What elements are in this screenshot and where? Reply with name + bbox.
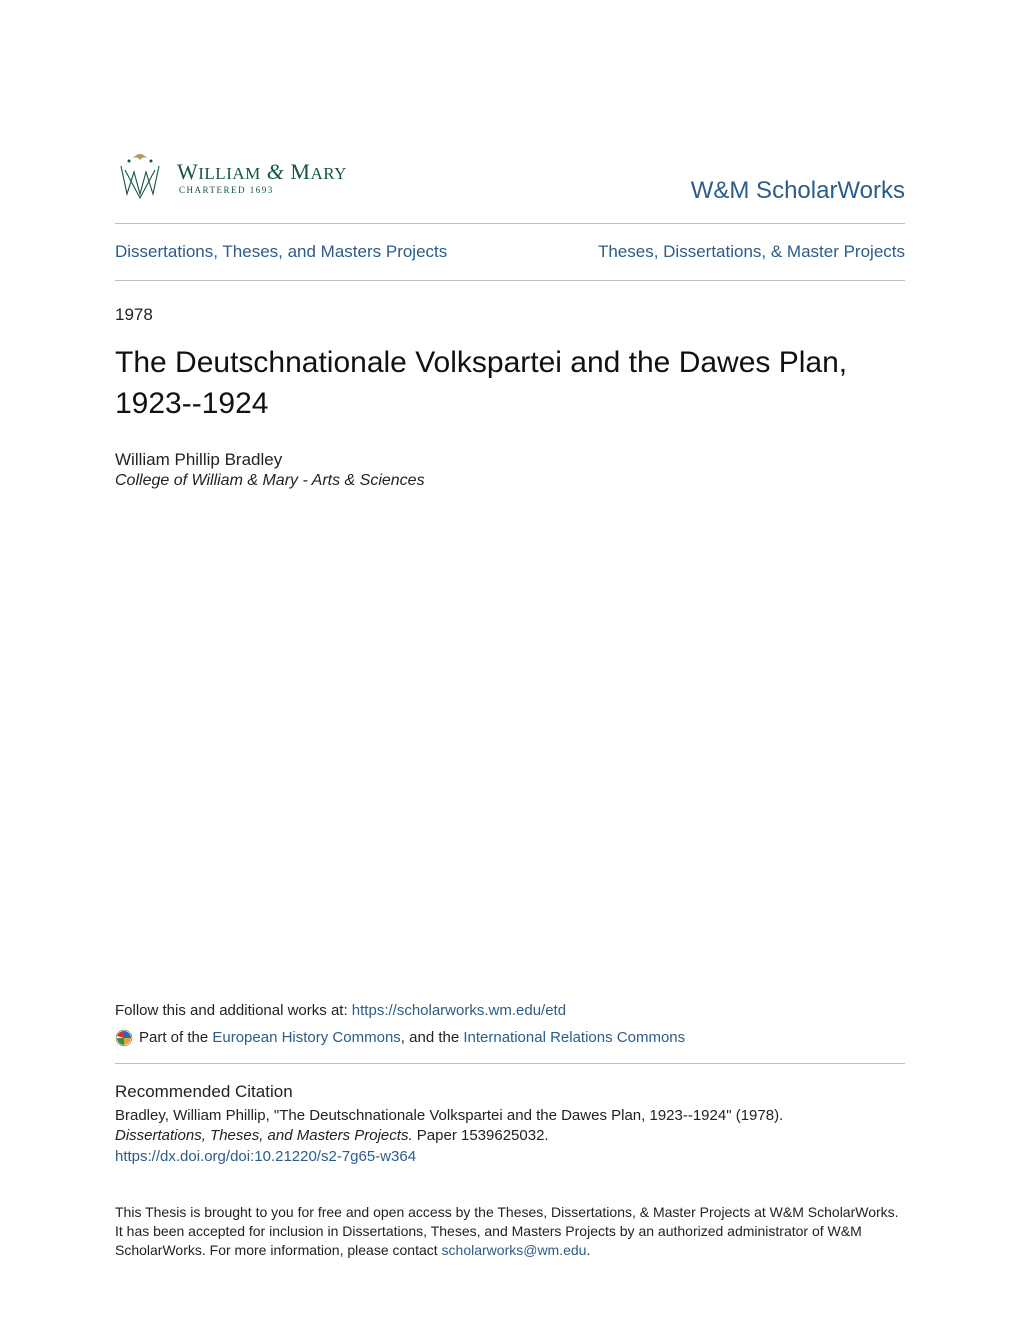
doi-link[interactable]: https://dx.doi.org/doi:10.21220/s2-7g65-… [115,1147,905,1167]
citation-paper: Paper 1539625032. [413,1127,549,1144]
citation-block: Bradley, William Phillip, "The Deutschna… [115,1106,905,1168]
collection-link[interactable]: Dissertations, Theses, and Masters Proje… [115,242,447,262]
commons-link-1[interactable]: European History Commons [212,1029,400,1046]
follow-line: Follow this and additional works at: htt… [115,1002,905,1019]
divider-bottom [115,280,905,281]
institution-name: WILLIAM & MARY [177,160,347,183]
commons-link-2[interactable]: International Relations Commons [463,1029,685,1046]
chartered-line: CHARTERED 1693 [179,186,347,195]
footer-period: . [586,1242,590,1258]
follow-prefix: Follow this and additional works at: [115,1002,352,1019]
partof-text: Part of the European History Commons, an… [139,1029,685,1046]
institution-logo: WILLIAM & MARY CHARTERED 1693 [115,150,347,205]
follow-url-link[interactable]: https://scholarworks.wm.edu/etd [352,1002,566,1019]
author-affiliation: College of William & Mary - Arts & Scien… [115,472,905,490]
citation-series: Dissertations, Theses, and Masters Proje… [115,1127,413,1144]
breadcrumb-row: Dissertations, Theses, and Masters Proje… [115,224,905,280]
part-of-row: Part of the European History Commons, an… [115,1029,905,1047]
document-title: The Deutschnationale Volkspartei and the… [115,343,905,424]
partof-prefix: Part of the [139,1029,212,1046]
footer-text: This Thesis is brought to you for free a… [115,1203,905,1260]
partof-mid: , and the [401,1029,464,1046]
citation-text: Bradley, William Phillip, "The Deutschna… [115,1107,783,1124]
recommended-citation-heading: Recommended Citation [115,1082,905,1102]
contact-email-link[interactable]: scholarworks@wm.edu [442,1242,587,1258]
header-row: WILLIAM & MARY CHARTERED 1693 W&M Schola… [115,150,905,223]
logo-text-group: WILLIAM & MARY CHARTERED 1693 [177,160,347,196]
scholarworks-link[interactable]: W&M ScholarWorks [691,177,905,205]
series-link[interactable]: Theses, Dissertations, & Master Projects [598,242,905,262]
wm-cipher-icon [115,150,165,205]
publication-year: 1978 [115,305,905,325]
bottom-block: Follow this and additional works at: htt… [115,1002,905,1260]
divider-citation [115,1063,905,1064]
author-name: William Phillip Bradley [115,450,905,470]
network-icon [115,1029,133,1047]
